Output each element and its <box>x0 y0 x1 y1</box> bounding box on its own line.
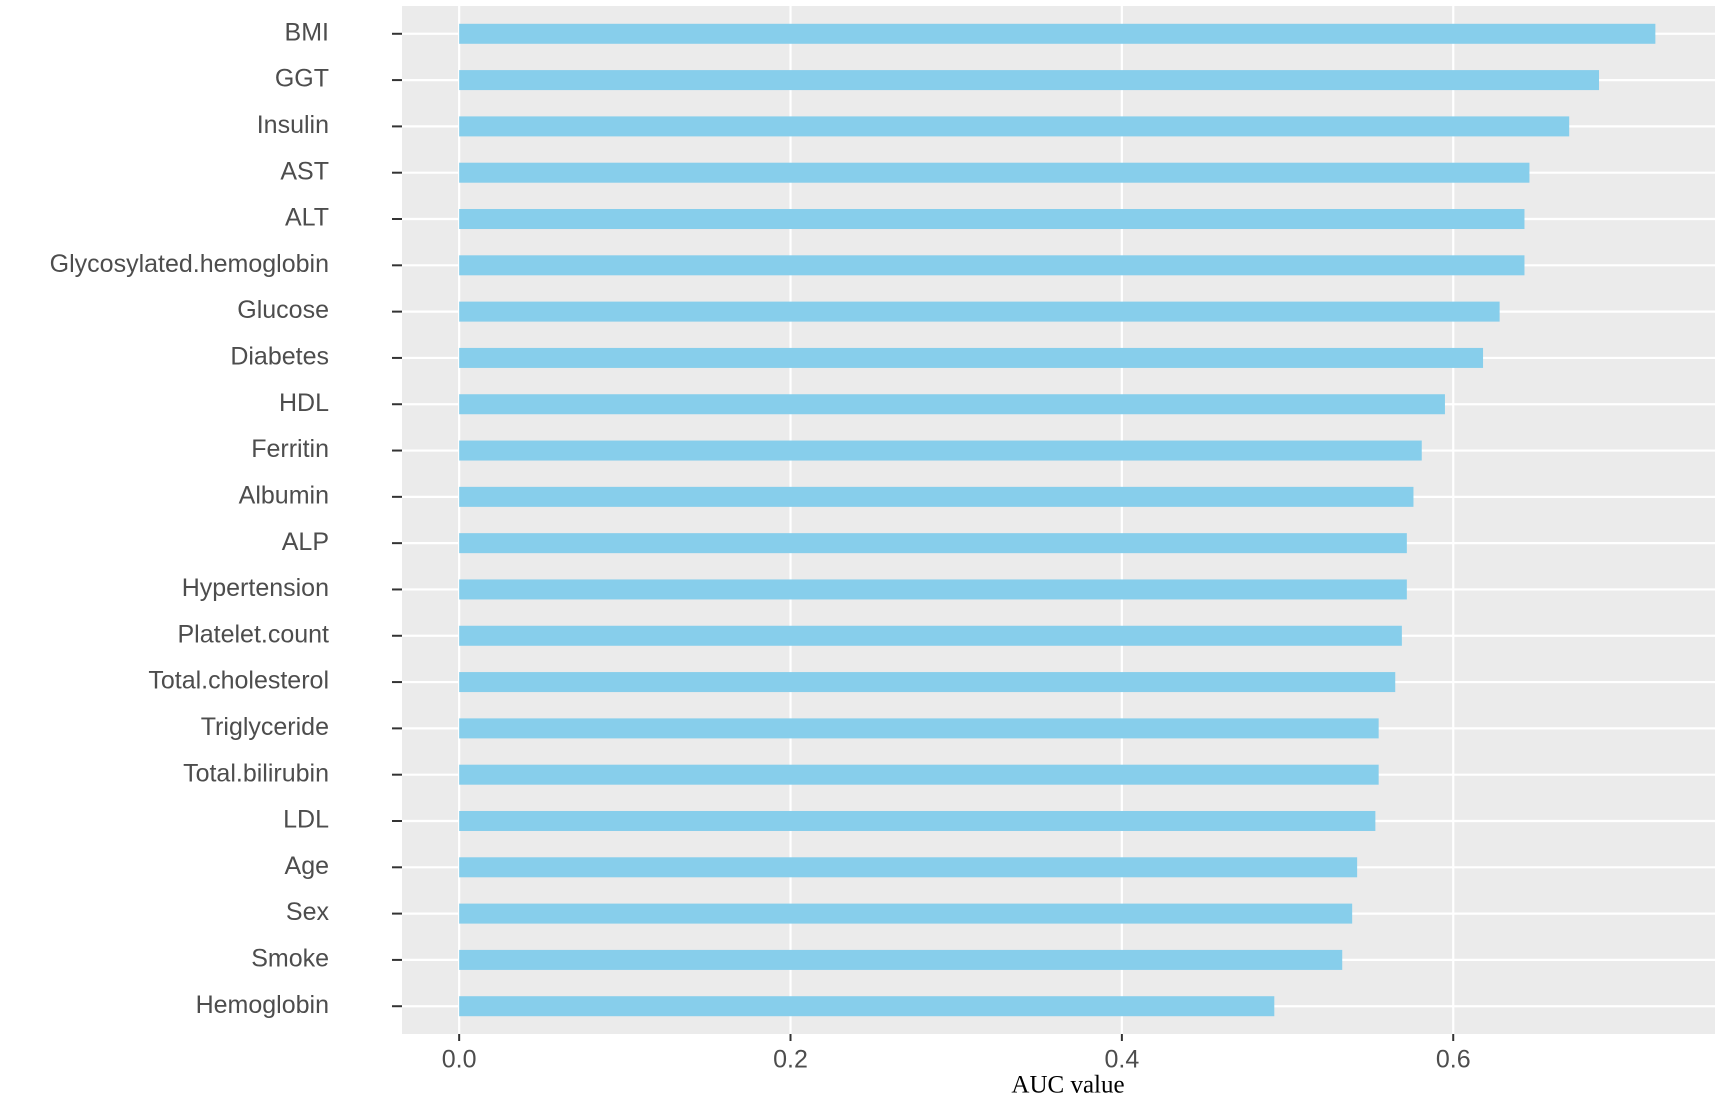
y-tick-label: Albumin <box>239 481 329 509</box>
y-tick-label: ALP <box>282 528 329 556</box>
y-tick-label: Glucose <box>237 296 329 324</box>
y-tick-label: Insulin <box>257 111 329 139</box>
panel <box>402 6 1715 1034</box>
y-tick-label: Age <box>285 852 329 880</box>
bar <box>459 718 1379 739</box>
bar <box>459 440 1422 461</box>
bar <box>459 764 1379 785</box>
y-tick-label: Total.bilirubin <box>183 759 329 787</box>
bar <box>459 209 1525 230</box>
bar <box>459 486 1414 507</box>
x-tick-label: 0.6 <box>1436 1046 1471 1074</box>
y-tick-label: Ferritin <box>251 435 329 463</box>
bar <box>459 116 1570 137</box>
y-tick-label: Sex <box>286 898 330 926</box>
bar <box>459 347 1484 368</box>
bar <box>459 810 1376 831</box>
bar <box>459 533 1407 554</box>
x-tick-label: 0.2 <box>773 1046 808 1074</box>
bar <box>459 23 1656 44</box>
bar <box>459 903 1353 924</box>
bar <box>459 70 1600 91</box>
bar <box>459 625 1402 646</box>
bar <box>459 394 1445 415</box>
x-tick-label: 0.4 <box>1104 1046 1139 1074</box>
y-tick-label: LDL <box>283 806 329 834</box>
bar <box>459 255 1525 276</box>
x-axis-label: AUC value <box>1011 1072 1124 1099</box>
y-tick-label: Platelet.count <box>178 620 330 648</box>
bar <box>459 301 1500 322</box>
x-tick-label: 0.0 <box>442 1046 477 1074</box>
y-tick-label: Hypertension <box>182 574 329 602</box>
y-tick-label: BMI <box>285 18 329 46</box>
y-tick-label: GGT <box>275 65 329 93</box>
bar <box>459 672 1396 693</box>
bar <box>459 162 1530 183</box>
bar <box>459 996 1275 1017</box>
bar <box>459 949 1343 970</box>
y-tick-label: Glycosylated.hemoglobin <box>50 250 329 278</box>
y-tick-label: Triglyceride <box>201 713 329 741</box>
y-tick-label: Total.cholesterol <box>148 667 329 695</box>
y-tick-label: Hemoglobin <box>196 991 329 1019</box>
y-tick-label: ALT <box>285 204 329 232</box>
y-tick-label: Smoke <box>251 945 329 973</box>
bar <box>459 857 1358 878</box>
bar <box>459 579 1407 600</box>
y-tick-label: HDL <box>279 389 329 417</box>
y-tick-label: Diabetes <box>230 343 329 371</box>
y-tick-label: AST <box>280 157 329 185</box>
